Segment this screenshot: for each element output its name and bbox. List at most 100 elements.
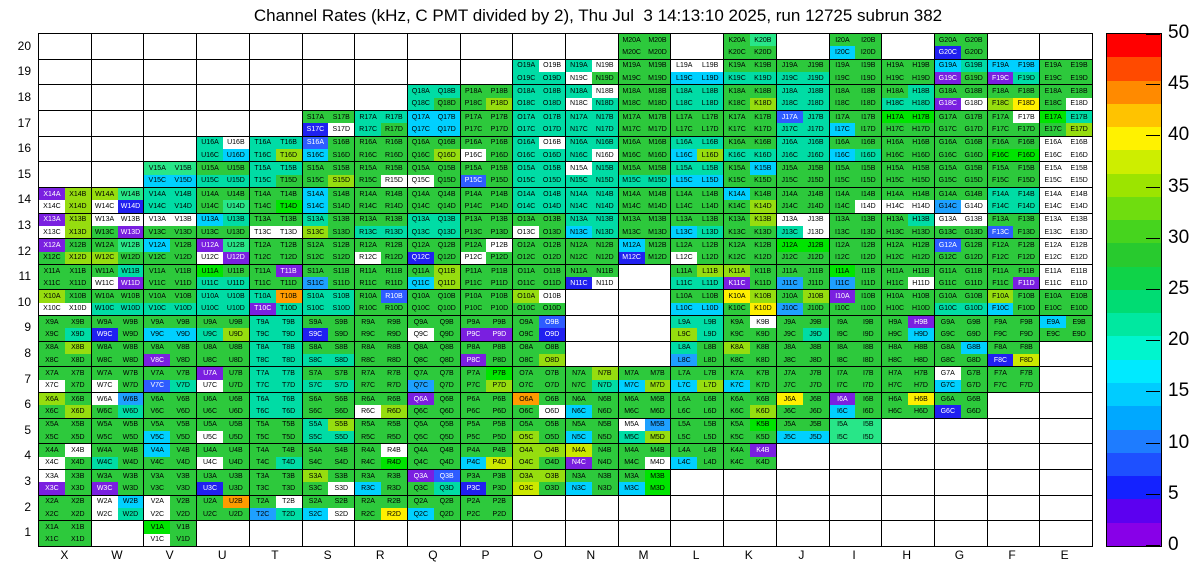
cell-N7C: N7C bbox=[566, 379, 592, 393]
cell-U16C: U16C bbox=[197, 148, 223, 162]
cell-N12B: N12B bbox=[591, 239, 618, 252]
cell-J17C: J17C bbox=[776, 123, 803, 136]
cell-V1A: V1A bbox=[144, 521, 171, 534]
cell-P14B: P14B bbox=[486, 187, 513, 201]
cell-T6C: T6C bbox=[249, 405, 276, 418]
cell-U12C: U12C bbox=[197, 251, 223, 264]
cell-P4A: P4A bbox=[460, 444, 487, 457]
cell-G19B: G19B bbox=[960, 59, 987, 72]
cell-H12B: H12B bbox=[908, 239, 934, 252]
cell-F8D: F8D bbox=[1013, 354, 1040, 367]
cell-F16C: F16C bbox=[987, 148, 1014, 162]
cell-T12B: T12B bbox=[275, 239, 302, 252]
cell-H17B: H17B bbox=[908, 110, 934, 124]
cell-M14C: M14C bbox=[618, 200, 645, 213]
cell-W9A: W9A bbox=[91, 316, 118, 329]
cell-X13C: X13C bbox=[39, 225, 65, 239]
cell-Q7C: Q7C bbox=[407, 379, 434, 393]
block-I14: I14A I14B I14C I14D bbox=[829, 187, 882, 213]
cell-N6B: N6B bbox=[591, 393, 618, 406]
cell-N11D: N11D bbox=[591, 277, 618, 290]
cell-X6C: X6C bbox=[39, 405, 65, 418]
cell-T12D: T12D bbox=[275, 251, 302, 264]
cell-F15D: F15D bbox=[1013, 174, 1040, 187]
cell-X10D: X10D bbox=[64, 302, 91, 316]
cell-L9D: L9D bbox=[697, 328, 724, 341]
cell-H14A: H14A bbox=[882, 187, 909, 201]
cell-O3C: O3C bbox=[513, 482, 540, 495]
cell-N3D: N3D bbox=[591, 482, 618, 495]
cell-S5C: S5C bbox=[302, 431, 329, 444]
cell-I5C: I5C bbox=[829, 431, 856, 444]
block-U8: U8A U8B U8C U8D bbox=[197, 341, 249, 367]
cell-P6C: P6C bbox=[460, 405, 487, 418]
cell-V8A: V8A bbox=[144, 341, 171, 355]
block-G17: G17A G17B G17C G17D bbox=[934, 110, 987, 136]
colorbar-segment-7 bbox=[1107, 196, 1161, 221]
cell-Q12A: Q12A bbox=[407, 239, 434, 252]
cell-T12A: T12A bbox=[249, 239, 276, 252]
block-H18: H18A H18B H18C H18D bbox=[882, 85, 934, 110]
block-N3: N3A N3B N3C N3D bbox=[566, 470, 618, 495]
cell-I18C: I18C bbox=[829, 97, 856, 110]
cell-P10B: P10B bbox=[486, 290, 513, 303]
block-M13: M13A M13B M13C M13D bbox=[618, 213, 671, 239]
block-L2 bbox=[671, 495, 724, 521]
cell-M18D: M18D bbox=[644, 97, 671, 110]
cell-J13A: J13A bbox=[776, 213, 803, 226]
cell-O13C: O13C bbox=[513, 225, 540, 239]
colorbar-tick-mark-10 bbox=[1146, 442, 1160, 444]
cell-P2D: P2D bbox=[486, 508, 513, 521]
cell-S4B: S4B bbox=[328, 444, 355, 457]
cell-W12D: W12D bbox=[117, 251, 144, 264]
block-V2: V2A V2B V2C V2D bbox=[144, 495, 197, 521]
block-R7: R7A R7B R7C R7D bbox=[355, 367, 407, 393]
cell-J14A: J14A bbox=[776, 187, 803, 201]
cell-M18A: M18A bbox=[618, 85, 645, 98]
block-L15: L15A L15B L15C L15D bbox=[671, 162, 724, 187]
cell-E11D: E11D bbox=[1066, 277, 1092, 290]
cell-M12B: M12B bbox=[644, 239, 671, 252]
colorbar-segment-15 bbox=[1107, 382, 1161, 407]
cell-W7D: W7D bbox=[117, 379, 144, 393]
cell-I19C: I19C bbox=[829, 71, 856, 85]
cell-W11C: W11C bbox=[91, 277, 118, 290]
cell-M12C: M12C bbox=[618, 251, 645, 264]
cell-E14A: E14A bbox=[1040, 187, 1067, 201]
cell-J7B: J7B bbox=[802, 367, 829, 380]
cell-R7B: R7B bbox=[381, 367, 407, 380]
block-P4: P4A P4B P4C P4D bbox=[460, 444, 513, 470]
cell-M5A: M5A bbox=[618, 418, 645, 432]
block-W19 bbox=[91, 59, 144, 85]
cell-N15D: N15D bbox=[591, 174, 618, 187]
cell-I10B: I10B bbox=[855, 290, 882, 303]
cell-X4D: X4D bbox=[64, 456, 91, 470]
block-M19: M19A M19B M19C M19D bbox=[618, 59, 671, 85]
cell-J19C: J19C bbox=[776, 71, 803, 85]
cell-I9C: I9C bbox=[829, 328, 856, 341]
cell-H12C: H12C bbox=[882, 251, 909, 264]
cell-S8B: S8B bbox=[328, 341, 355, 355]
block-L5: L5A L5B L5C L5D bbox=[671, 418, 724, 444]
cell-R15C: R15C bbox=[355, 174, 382, 187]
colorbar-segment-1 bbox=[1107, 57, 1161, 81]
cell-I14A: I14A bbox=[829, 187, 856, 201]
cell-P16B: P16B bbox=[486, 136, 513, 149]
cell-R3C: R3C bbox=[355, 482, 382, 495]
cell-L14B: L14B bbox=[697, 187, 724, 201]
cell-T7B: T7B bbox=[275, 367, 302, 380]
cell-J17D: J17D bbox=[802, 123, 829, 136]
cell-X1A: X1A bbox=[39, 521, 65, 534]
block-L20 bbox=[671, 34, 724, 59]
cell-K20A: K20A bbox=[724, 34, 750, 47]
block-G8: G8A G8B G8C G8D bbox=[934, 341, 987, 367]
cell-H7A: H7A bbox=[882, 367, 909, 380]
y-tick-label-14: 14 bbox=[17, 192, 31, 207]
cell-M12D: M12D bbox=[644, 251, 671, 264]
cell-V7A: V7A bbox=[144, 367, 171, 380]
cell-J18C: J18C bbox=[776, 97, 803, 110]
cell-V12B: V12B bbox=[170, 239, 197, 252]
cell-U2B: U2B bbox=[222, 495, 249, 509]
cell-N6D: N6D bbox=[591, 405, 618, 418]
cell-W10C: W10C bbox=[91, 302, 118, 316]
